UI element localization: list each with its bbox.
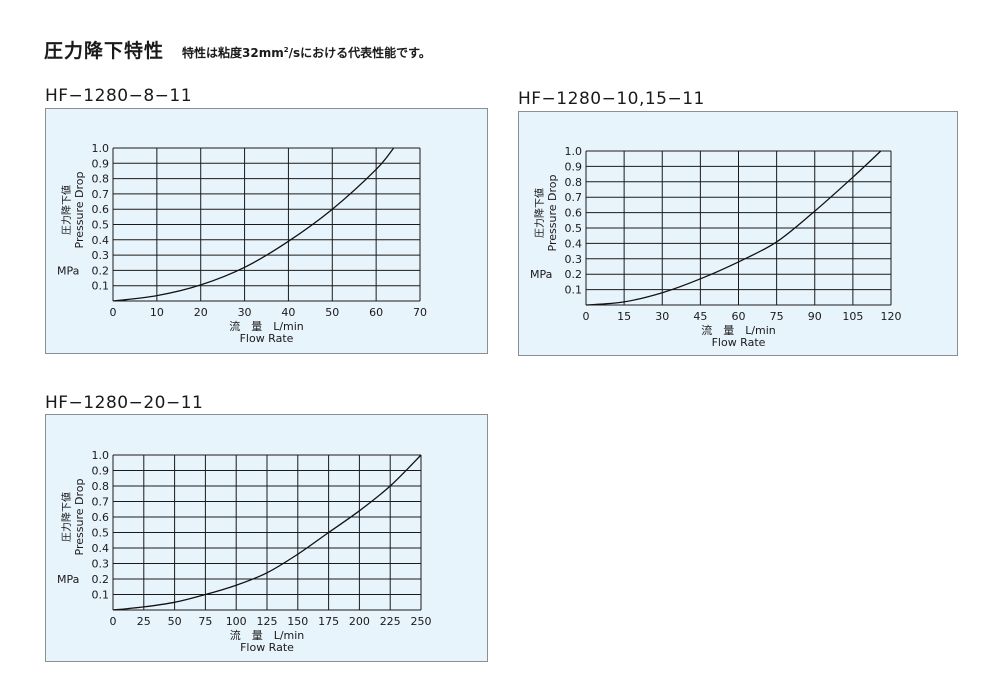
y-tick-label: 0.8 bbox=[92, 173, 110, 186]
x-tick-label: 225 bbox=[380, 615, 401, 628]
x-tick-label: 60 bbox=[732, 310, 746, 323]
y-tick-label: 1.0 bbox=[92, 142, 110, 155]
y-tick-label: 0.2 bbox=[92, 573, 110, 586]
viscosity-note: 特性は粘度32mm2/sにおける代表性能です。 bbox=[182, 44, 431, 61]
chart-panel-10-15-11: 0.1 0.2 0.3 0.4 0.5 0.6 0.7 0.8 0.9 1.0 0 15 30 45 60 7… bbox=[518, 111, 958, 356]
y-tick-label: 0.3 bbox=[92, 249, 110, 262]
chart-panel-20-11: 0.1 0.2 0.3 0.4 0.5 0.6 0.7 0.8 0.9 1.0 0 25 50 75 100… bbox=[45, 414, 488, 662]
pressure-drop-chart-20-11: 0.1 0.2 0.3 0.4 0.5 0.6 0.7 0.8 0.9 1.0 0 25 50 75 100… bbox=[57, 449, 432, 654]
y-tick-label: 0.9 bbox=[565, 160, 583, 173]
page-title: 圧力降下特性 bbox=[44, 40, 165, 62]
x-tick-label: 40 bbox=[281, 306, 295, 319]
pressure-drop-curve bbox=[112, 454, 422, 611]
y-tick-label: 0.4 bbox=[92, 542, 110, 555]
pressure-drop-chart-10-15-11: 0.1 0.2 0.3 0.4 0.5 0.6 0.7 0.8 0.9 1.0 0 15 30 45 60 7… bbox=[530, 145, 902, 349]
x-tick-label: 0 bbox=[583, 310, 590, 323]
x-tick-label: 30 bbox=[655, 310, 669, 323]
y-tick-label: 0.5 bbox=[92, 527, 110, 540]
x-axis-label-jp: 流 量 L/min bbox=[701, 323, 776, 337]
x-tick-label: 200 bbox=[349, 615, 370, 628]
y-axis-label-jp: 圧力降下値 bbox=[533, 188, 546, 238]
x-tick-label: 45 bbox=[693, 310, 707, 323]
x-tick-label: 125 bbox=[257, 615, 278, 628]
x-tick-label: 90 bbox=[808, 310, 822, 323]
viscosity-note-suffix: /sにおける代表性能です。 bbox=[288, 46, 431, 60]
y-tick-label: 0.8 bbox=[565, 176, 583, 189]
y-tick-label: 0.2 bbox=[92, 264, 110, 277]
y-tick-label: 0.2 bbox=[565, 268, 583, 281]
y-tick-label: 0.5 bbox=[92, 219, 110, 232]
y-tick-label: 1.0 bbox=[92, 449, 110, 462]
y-tick-label: 0.5 bbox=[565, 222, 583, 235]
y-tick-label: 0.8 bbox=[92, 480, 110, 493]
y-tick-label: 1.0 bbox=[565, 145, 583, 158]
x-tick-label: 60 bbox=[369, 306, 383, 319]
viscosity-note-prefix: 特性は粘度32mm bbox=[182, 46, 284, 60]
x-tick-label: 0 bbox=[110, 306, 117, 319]
pressure-drop-chart-8-11: 0.1 0.2 0.3 0.4 0.5 0.6 0.7 0.8 0.9 1.0 0 10 20 30 40 5… bbox=[57, 142, 427, 345]
chart-title-10-15-11: HF−1280−10,15−11 bbox=[518, 89, 705, 109]
chart-panel-8-11: 0.1 0.2 0.3 0.4 0.5 0.6 0.7 0.8 0.9 1.0 0 10 20 30 40 5… bbox=[45, 108, 488, 354]
x-tick-label: 25 bbox=[137, 615, 151, 628]
y-axis-label-jp: 圧力降下値 bbox=[60, 492, 73, 542]
y-tick-label: 0.6 bbox=[92, 203, 110, 216]
y-tick-label: 0.1 bbox=[92, 589, 110, 602]
pressure-drop-curve bbox=[112, 147, 395, 302]
y-axis-label-en: Pressure Drop bbox=[73, 172, 86, 249]
x-tick-label: 20 bbox=[194, 306, 208, 319]
y-axis-label-en: Pressure Drop bbox=[546, 175, 559, 252]
x-axis-label-en: Flow Rate bbox=[240, 332, 294, 345]
pressure-drop-curve bbox=[585, 150, 882, 306]
x-tick-label: 0 bbox=[110, 615, 117, 628]
y-tick-label: 0.1 bbox=[92, 280, 110, 293]
x-tick-label: 120 bbox=[881, 310, 902, 323]
y-tick-label: 0.6 bbox=[92, 511, 110, 524]
y-tick-label: 0.9 bbox=[92, 465, 110, 478]
viscosity-note-superscript: 2 bbox=[283, 46, 289, 54]
x-tick-label: 15 bbox=[617, 310, 631, 323]
y-axis-label-jp: 圧力降下値 bbox=[60, 185, 73, 235]
y-tick-label: 0.1 bbox=[565, 284, 583, 297]
x-tick-label: 175 bbox=[318, 615, 339, 628]
y-tick-label: 0.7 bbox=[92, 496, 110, 509]
x-tick-label: 75 bbox=[198, 615, 212, 628]
x-tick-label: 250 bbox=[411, 615, 432, 628]
x-tick-label: 150 bbox=[287, 615, 308, 628]
x-tick-label: 70 bbox=[413, 306, 427, 319]
y-axis-label-en: Pressure Drop bbox=[73, 479, 86, 556]
chart-title-8-11: HF−1280−8−11 bbox=[45, 86, 193, 106]
x-axis-label-jp: 流 量 L/min bbox=[230, 628, 305, 642]
y-axis-unit: MPa bbox=[530, 268, 552, 281]
y-axis-unit: MPa bbox=[57, 573, 79, 586]
chart-title-20-11: HF−1280−20−11 bbox=[45, 393, 204, 413]
x-axis-label-en: Flow Rate bbox=[240, 641, 294, 654]
y-tick-label: 0.9 bbox=[92, 157, 110, 170]
x-tick-label: 50 bbox=[168, 615, 182, 628]
x-tick-label: 105 bbox=[842, 310, 863, 323]
x-axis-label-en: Flow Rate bbox=[712, 336, 766, 349]
x-tick-label: 50 bbox=[325, 306, 339, 319]
y-tick-label: 0.3 bbox=[92, 558, 110, 571]
x-axis-label-jp: 流 量 L/min bbox=[229, 319, 304, 333]
y-tick-label: 0.3 bbox=[565, 253, 583, 266]
y-tick-label: 0.7 bbox=[92, 188, 110, 201]
y-tick-label: 0.4 bbox=[565, 237, 583, 250]
y-tick-label: 0.4 bbox=[92, 234, 110, 247]
page-heading: 圧力降下特性 特性は粘度32mm2/sにおける代表性能です。 bbox=[44, 36, 431, 63]
y-tick-label: 0.7 bbox=[565, 191, 583, 204]
y-tick-label: 0.6 bbox=[565, 207, 583, 220]
x-tick-label: 10 bbox=[150, 306, 164, 319]
x-tick-label: 75 bbox=[770, 310, 784, 323]
y-axis-unit: MPa bbox=[57, 264, 79, 277]
x-tick-label: 30 bbox=[238, 306, 252, 319]
x-tick-label: 100 bbox=[226, 615, 247, 628]
